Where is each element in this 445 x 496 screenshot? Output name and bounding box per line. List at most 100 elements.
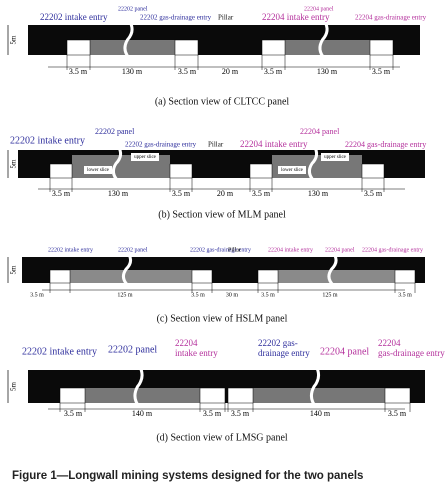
entry xyxy=(227,387,254,404)
panel-caption: (c) Section view of HSLM panel xyxy=(157,313,288,324)
entry-label: 22202 intake entry xyxy=(40,12,108,22)
height-label: 5m xyxy=(10,159,18,169)
height-label: 5m xyxy=(10,265,18,275)
entry xyxy=(199,387,226,404)
entry xyxy=(169,163,193,179)
entry-label: 22204 panel xyxy=(304,6,334,12)
dimension-label: 3.5 m xyxy=(203,409,222,418)
panel-section xyxy=(70,270,192,283)
break-line xyxy=(318,20,329,60)
dimension-label: 3.5 m xyxy=(191,292,205,298)
entry xyxy=(369,39,394,56)
break-line xyxy=(309,365,321,409)
dimension-label: 3.5 m xyxy=(364,189,383,198)
entry-label: 22202 intake entry xyxy=(22,346,97,357)
entry-label: 22202 intake entry xyxy=(10,135,85,146)
entry xyxy=(174,39,199,56)
entry xyxy=(384,387,411,404)
panel-caption: (b) Section view of MLM panel xyxy=(158,209,286,220)
dimension-label: 3.5 m xyxy=(252,189,271,198)
entry-label: 22204 gas-drainage entry xyxy=(345,140,426,149)
panel-section xyxy=(85,388,200,403)
break-line xyxy=(307,145,319,183)
dimension-label: 130 m xyxy=(308,189,329,198)
dimension-label: 125 m xyxy=(322,292,338,298)
panel-caption: (a) Section view of CLTCC panel xyxy=(155,96,290,107)
dimension-label: 125 m xyxy=(117,292,133,298)
entry xyxy=(249,163,273,179)
entry xyxy=(261,39,286,56)
entry-label: 22202 gas-drainage entry xyxy=(140,14,212,22)
entry-label: gas-drainage entry xyxy=(378,348,445,358)
dimension-label: 3.5 m xyxy=(261,292,275,298)
dimension-label: 3.5 m xyxy=(398,292,412,298)
panel-section xyxy=(285,40,370,55)
panel-caption: (d) Section view of LMSG panel xyxy=(156,432,288,443)
entry-label: 22204 intake entry xyxy=(240,139,308,149)
slice-label: lower slice xyxy=(87,168,110,173)
panel-section xyxy=(253,388,385,403)
entry-label: 22202 intake entry xyxy=(48,247,93,253)
dimension-label: 3.5 m xyxy=(388,409,407,418)
entry-label: 22204 xyxy=(175,338,198,348)
slice-label: lower slice xyxy=(281,168,304,173)
slice-box xyxy=(84,166,112,174)
dimension-label: 3.5 m xyxy=(231,409,250,418)
break-line xyxy=(327,252,338,287)
entry-label: drainage entry xyxy=(258,348,310,358)
slice-box xyxy=(131,153,159,161)
entry xyxy=(66,39,91,56)
slice-label: upper slice xyxy=(324,155,347,160)
dimension-label: 3.5 m xyxy=(372,67,391,76)
dimension-label: 20 m xyxy=(222,67,239,76)
figure-caption: Figure 1—Longwall mining systems designe… xyxy=(12,470,363,482)
entry xyxy=(257,269,279,284)
dimension-label: 20 m xyxy=(217,189,234,198)
dimension-label: 3.5 m xyxy=(69,67,88,76)
panel-section xyxy=(90,40,175,55)
entry-label: 22202 panel xyxy=(108,344,157,355)
slice-box xyxy=(321,153,349,161)
dimension-label: 130 m xyxy=(122,67,143,76)
dimension-label: 3.5 m xyxy=(172,189,191,198)
entry xyxy=(394,269,416,284)
dimension-label: 3.5 m xyxy=(52,189,71,198)
entry-label: 22204 panel xyxy=(325,247,355,253)
entry-label: 22204 gas-drainage entry xyxy=(355,14,427,22)
dimension-label: 3.5 m xyxy=(64,409,83,418)
dimension-label: 130 m xyxy=(317,67,338,76)
entry-label: Pillar xyxy=(218,14,234,22)
entry-label: 22202 panel xyxy=(95,127,135,136)
entry-label: 22204 intake entry xyxy=(268,247,313,253)
dimension-label: 3.5 m xyxy=(30,292,44,298)
slice-label: upper slice xyxy=(134,155,157,160)
entry-label: 22202 gas- xyxy=(258,338,298,348)
entry-label: 22204 xyxy=(378,338,401,348)
entry-label: 22202 panel xyxy=(118,247,148,253)
panel-section xyxy=(278,270,395,283)
entry-label: 22202 gas-drainage entry xyxy=(125,141,197,149)
entry-label: Pillar xyxy=(208,141,224,149)
entry-label: 22202 panel xyxy=(118,6,148,12)
dimension-label: 3.5 m xyxy=(264,67,283,76)
break-line xyxy=(121,252,133,287)
entry-label: 22204 intake entry xyxy=(262,12,330,22)
dimension-label: 140 m xyxy=(132,409,153,418)
break-line xyxy=(123,20,134,60)
entry xyxy=(191,269,213,284)
entry-label: 22202 gas-drainage entry xyxy=(190,247,251,253)
entry-label: 22204 panel xyxy=(320,346,369,357)
entry-label: 22204 gas-drainage entry xyxy=(362,247,423,253)
entry-label: Pillar xyxy=(228,247,241,253)
entry xyxy=(59,387,86,404)
entry xyxy=(49,163,73,179)
entry-label: 22204 panel xyxy=(300,127,340,136)
entry-label: intake entry xyxy=(175,348,218,358)
height-label: 5m xyxy=(10,35,18,45)
entry xyxy=(49,269,71,284)
break-line xyxy=(111,145,123,183)
entry xyxy=(361,163,385,179)
dimension-label: 130 m xyxy=(108,189,129,198)
slice-box xyxy=(278,166,306,174)
